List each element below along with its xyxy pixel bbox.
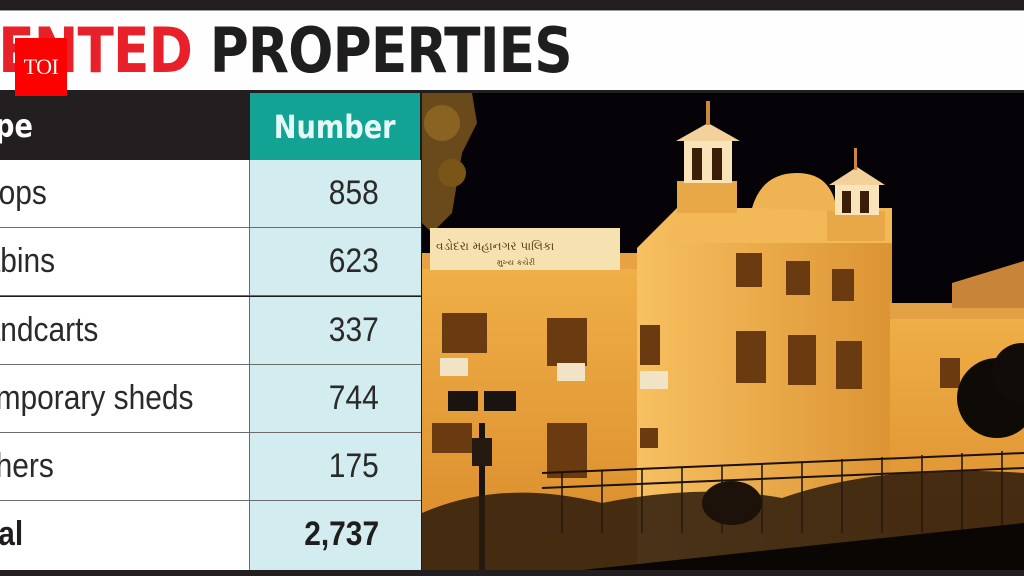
- column-header-number: Number: [250, 93, 420, 160]
- table-row: Shops 858: [0, 160, 421, 228]
- table-row: Temporary sheds 744: [0, 365, 421, 433]
- type-cell: Handcarts: [0, 297, 249, 365]
- number-cell: 744: [249, 365, 421, 433]
- type-label: Temporary sheds: [0, 379, 194, 417]
- svg-text:મુખ્ય કચેરી: મુખ્ય કચેરી: [497, 257, 535, 267]
- toi-logo: TOI: [15, 38, 67, 96]
- column-header-type: Type: [0, 93, 250, 160]
- number-value: 337: [329, 311, 379, 349]
- page-title: RENTED PROPERTIES: [0, 14, 573, 87]
- column-header-number-label: Number: [274, 107, 396, 146]
- column-header-type-label: Type: [0, 107, 33, 145]
- divider: [0, 90, 1024, 93]
- number-cell: 858: [249, 160, 421, 228]
- number-cell: 623: [249, 228, 421, 296]
- building-photo: વડોદરા મહાનગર પાલિકા મુખ્ય કચેરી: [422, 93, 1024, 570]
- number-cell: 337: [249, 297, 421, 365]
- type-cell: Cabins: [0, 228, 249, 296]
- number-cell: 175: [249, 433, 421, 501]
- type-cell: Total: [0, 501, 249, 570]
- rented-properties-table: Type Number Shops 858 Cabins 623 Handcar…: [0, 93, 422, 570]
- type-label: Shops: [0, 174, 47, 212]
- title-band: RENTED PROPERTIES: [0, 10, 1024, 91]
- number-value: 858: [329, 174, 379, 212]
- total-value: 2,737: [304, 515, 379, 553]
- type-cell: Shops: [0, 160, 249, 228]
- total-label: Total: [0, 515, 24, 553]
- table-row: Handcarts 337: [0, 297, 421, 365]
- divider-bottom: [0, 570, 1024, 576]
- signboard-text: વડોદરા મહાનગર પાલિકા: [436, 239, 554, 253]
- top-bar: [0, 0, 1024, 10]
- table-row: Others 175: [0, 433, 421, 501]
- type-cell: Others: [0, 433, 249, 501]
- type-label: Handcarts: [0, 311, 99, 349]
- number-cell: 2,737: [249, 501, 421, 570]
- number-value: 623: [329, 242, 379, 280]
- type-label: Others: [0, 447, 54, 485]
- table-row-total: Total 2,737: [0, 501, 421, 570]
- table-row: Cabins 623: [0, 228, 421, 296]
- type-cell: Temporary sheds: [0, 365, 249, 433]
- title-dark-part: PROPERTIES: [209, 14, 573, 87]
- number-value: 744: [329, 379, 379, 417]
- type-label: Cabins: [0, 242, 56, 280]
- building-illustration: વડોદરા મહાનગર પાલિકા મુખ્ય કચેરી: [422, 93, 1024, 570]
- number-value: 175: [329, 447, 379, 485]
